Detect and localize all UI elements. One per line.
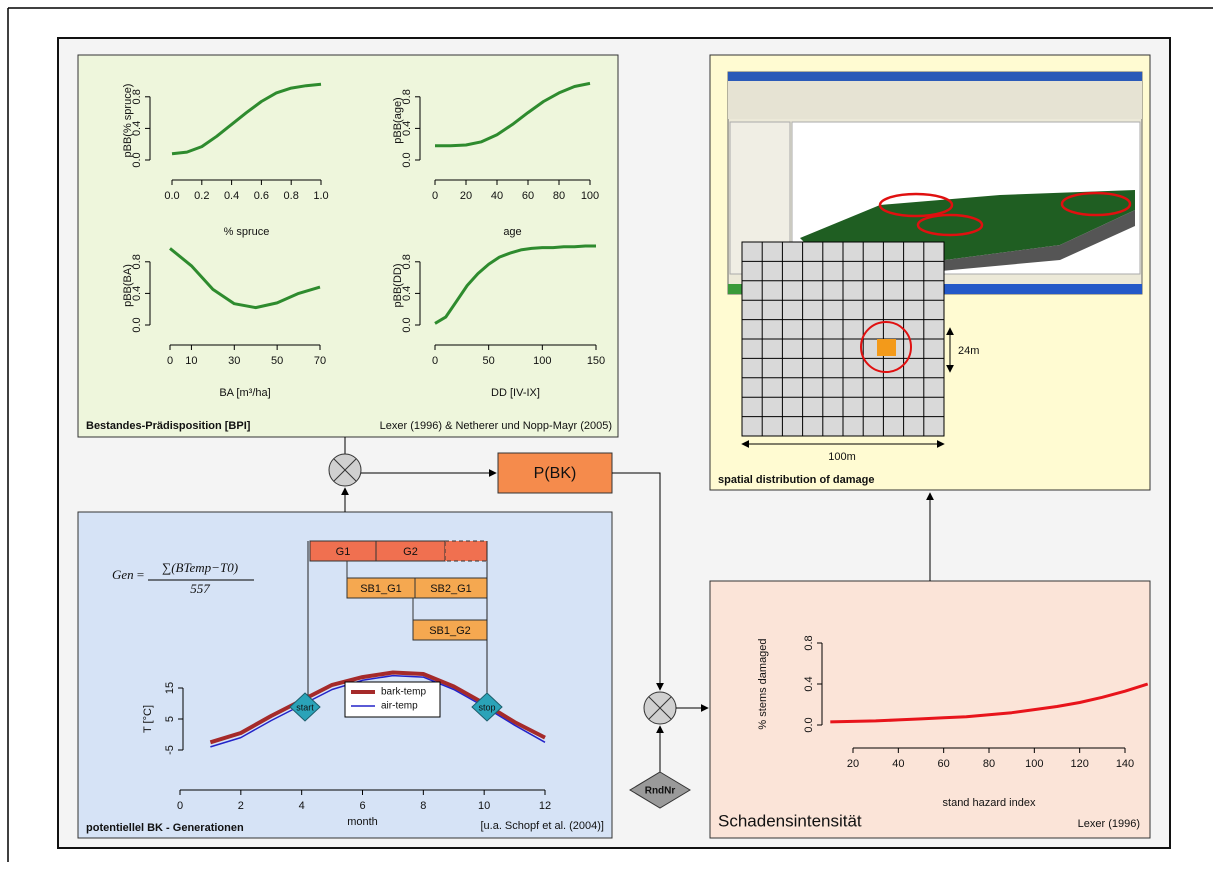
x-tick-label: 0.4 [224, 190, 239, 202]
y-tick-label: 0.0 [803, 717, 815, 732]
x-tick-label: 0.8 [284, 190, 299, 202]
x-tick-label: 10 [185, 355, 197, 367]
x-tick-label: 12 [539, 800, 551, 812]
damaged-cell [877, 339, 896, 356]
x-tick-label: 30 [228, 355, 240, 367]
multiply-node [644, 692, 676, 724]
x-tick-label: 140 [1116, 758, 1134, 770]
panel-title: Schadensintensität [718, 811, 862, 830]
y-tick-label: 5 [164, 716, 176, 722]
y-tick-label: 0.0 [401, 152, 413, 167]
y-tick-label: 0.0 [401, 317, 413, 332]
x-tick-label: 6 [359, 800, 365, 812]
bar-label: G2 [403, 546, 418, 558]
panel-title: Bestandes-Prädisposition [BPI] [86, 420, 251, 432]
y-tick-label: -5 [164, 745, 176, 755]
y-axis-label: % stems damaged [757, 638, 769, 729]
generation-bar [445, 541, 487, 561]
formula-numerator: ∑(BTemp−T0) [162, 560, 238, 575]
x-tick-label: 50 [483, 355, 495, 367]
panel-title: spatial distribution of damage [718, 474, 874, 486]
y-tick-label: 0.8 [803, 635, 815, 650]
pbk-label: P(BK) [534, 465, 577, 482]
x-tick-label: 0 [177, 800, 183, 812]
y-axis-label: pBB(age) [392, 97, 404, 143]
y-axis-label: T [°C] [142, 705, 154, 733]
x-tick-label: 40 [892, 758, 904, 770]
x-tick-label: 20 [847, 758, 859, 770]
x-tick-label: 4 [299, 800, 305, 812]
x-axis-label: BA [m³/ha] [219, 387, 270, 399]
x-tick-label: 120 [1070, 758, 1088, 770]
dimension-label: 100m [828, 451, 856, 463]
bpi-panel [78, 55, 618, 437]
panel-source: [u.a. Schopf et al. (2004)] [480, 820, 604, 832]
x-tick-label: 1.0 [313, 190, 328, 202]
x-axis-label: age [503, 226, 521, 238]
bar-label: SB1_G2 [429, 625, 471, 637]
formula-denominator: 557 [190, 581, 210, 596]
x-tick-label: 100 [581, 190, 599, 202]
random-label: RndNr [645, 786, 676, 797]
x-tick-label: 70 [314, 355, 326, 367]
x-tick-label: 40 [491, 190, 503, 202]
panel-source: Lexer (1996) [1078, 818, 1140, 830]
x-tick-label: 0.6 [254, 190, 269, 202]
x-tick-label: 80 [553, 190, 565, 202]
damage-panel [710, 581, 1150, 838]
x-tick-label: 0 [432, 190, 438, 202]
x-tick-label: 0.0 [164, 190, 179, 202]
x-tick-label: 0.2 [194, 190, 209, 202]
y-axis-label: pBB(DD) [392, 263, 404, 307]
x-tick-label: 10 [478, 800, 490, 812]
x-tick-label: 8 [420, 800, 426, 812]
y-tick-label: 0.4 [803, 676, 815, 691]
x-tick-label: 60 [522, 190, 534, 202]
y-axis-label: pBB(% spruce) [122, 84, 134, 158]
x-axis-label: % spruce [224, 226, 270, 238]
formula-eq: = [136, 567, 145, 582]
y-tick-label: 15 [164, 682, 176, 694]
y-axis-label: pBB(BA) [122, 264, 134, 307]
x-axis-label: DD [IV-IX] [491, 387, 540, 399]
dimension-label: 24m [958, 345, 979, 357]
formula-lhs: Gen [112, 567, 134, 582]
page: Bestandes-Prädisposition [BPI] Lexer (19… [0, 0, 1213, 870]
y-tick-label: 0.0 [131, 317, 143, 332]
bar-label: SB2_G1 [430, 583, 472, 595]
multiply-node [329, 454, 361, 486]
x-tick-label: 150 [587, 355, 605, 367]
bar-label: G1 [336, 546, 351, 558]
legend-label: bark-temp [381, 687, 426, 698]
start-label: start [296, 702, 314, 712]
x-tick-label: 60 [938, 758, 950, 770]
stop-label: stop [478, 702, 495, 712]
bar-label: SB1_G1 [360, 583, 402, 595]
x-tick-label: 100 [1025, 758, 1043, 770]
cell-grid [742, 242, 944, 436]
panel-title: potentiellel BK - Generationen [86, 822, 244, 834]
x-tick-label: 100 [533, 355, 551, 367]
x-axis-label: stand hazard index [943, 797, 1036, 809]
x-tick-label: 0 [432, 355, 438, 367]
x-tick-label: 20 [460, 190, 472, 202]
x-tick-label: 50 [271, 355, 283, 367]
x-tick-label: 2 [238, 800, 244, 812]
x-tick-label: 0 [167, 355, 173, 367]
legend-label: air-temp [381, 701, 418, 712]
x-tick-label: 80 [983, 758, 995, 770]
panel-source: Lexer (1996) & Netherer und Nopp-Mayr (2… [380, 420, 612, 432]
x-axis-label: month [347, 816, 378, 828]
